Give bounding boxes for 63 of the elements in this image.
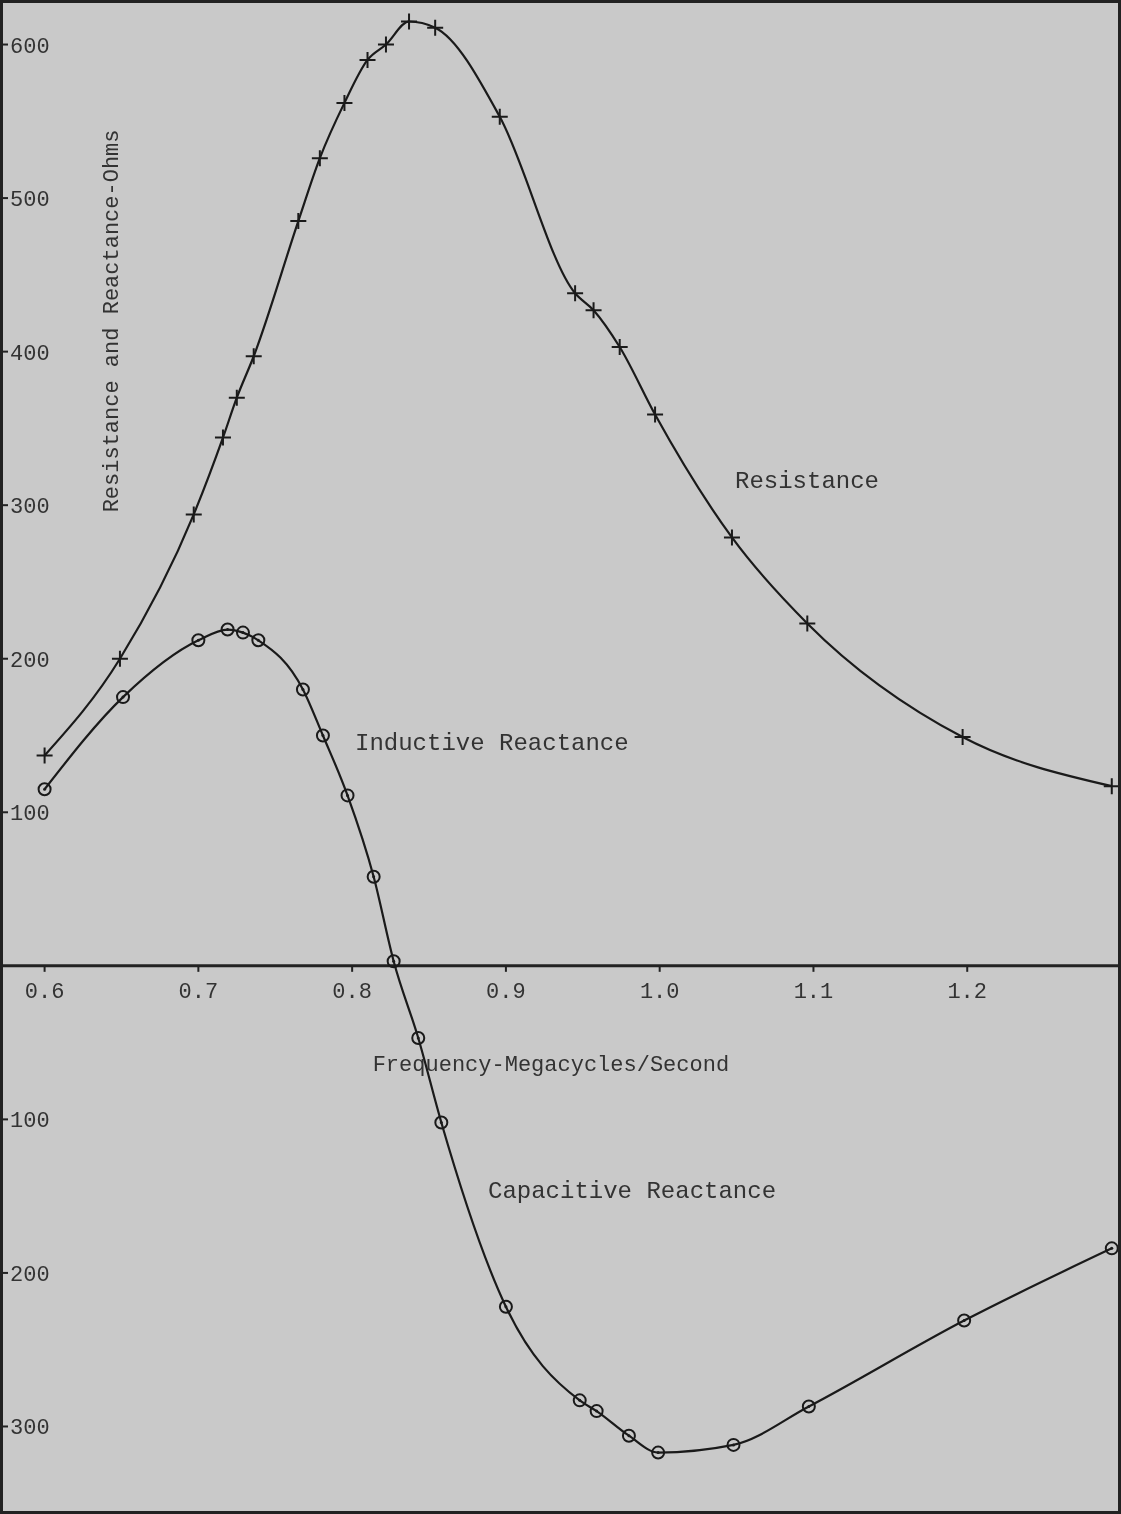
point	[295, 682, 310, 697]
x-tick-label: 1.2	[947, 979, 988, 1005]
x-tick-label: 0.7	[178, 979, 219, 1005]
y-tick-label: 300	[10, 1416, 50, 1442]
point	[37, 782, 52, 797]
annotation: Inductive Reactance	[355, 730, 629, 757]
point	[335, 93, 354, 112]
point	[340, 788, 355, 803]
point	[213, 428, 232, 447]
y-tick-label: 500	[10, 188, 50, 214]
point	[722, 528, 741, 547]
point	[646, 405, 665, 424]
annotation: Resistance	[735, 468, 880, 495]
point	[376, 35, 395, 54]
point	[498, 1299, 513, 1314]
point	[315, 728, 330, 743]
point	[572, 1393, 587, 1408]
x-tick-label: 1.1	[793, 979, 834, 1005]
point	[310, 149, 329, 168]
x-tick-label: 0.9	[486, 979, 526, 1005]
y-tick-label: 100	[10, 802, 50, 828]
point	[426, 18, 445, 37]
point	[191, 633, 206, 648]
point	[386, 954, 401, 969]
point	[621, 1428, 636, 1443]
point	[358, 50, 377, 69]
point	[227, 388, 246, 407]
y-tick-label: 200	[10, 648, 50, 674]
point	[957, 1313, 972, 1328]
point	[1104, 1241, 1119, 1256]
annotation: Capacitive Reactance	[488, 1178, 777, 1205]
point	[953, 728, 972, 747]
y-axis-title: Resistance and Reactance-Ohms	[100, 129, 125, 513]
point	[235, 625, 250, 640]
x-tick-label: 1.0	[639, 979, 680, 1005]
point	[434, 1115, 449, 1130]
point	[35, 746, 54, 765]
y-tick-label: 100	[10, 1109, 50, 1135]
point	[801, 1399, 816, 1414]
point	[589, 1404, 604, 1419]
x-tick-label: 0.8	[332, 979, 372, 1005]
point	[411, 1031, 426, 1045]
y-tick-label: 300	[10, 495, 50, 521]
x-tick-label: 0.6	[24, 979, 65, 1005]
point	[490, 107, 509, 126]
y-tick-label: 400	[10, 341, 50, 367]
point	[220, 622, 235, 637]
point	[244, 347, 263, 366]
point	[651, 1445, 666, 1460]
point	[400, 12, 419, 31]
point	[726, 1437, 741, 1452]
point	[251, 633, 266, 648]
point	[584, 301, 603, 320]
point	[566, 284, 585, 303]
point	[610, 338, 629, 357]
point	[110, 649, 129, 668]
point	[116, 690, 131, 705]
point	[366, 869, 381, 884]
y-tick-label: 600	[10, 34, 50, 60]
point	[798, 614, 817, 633]
point	[289, 212, 308, 231]
point	[184, 505, 203, 524]
y-tick-label: 200	[10, 1262, 50, 1288]
